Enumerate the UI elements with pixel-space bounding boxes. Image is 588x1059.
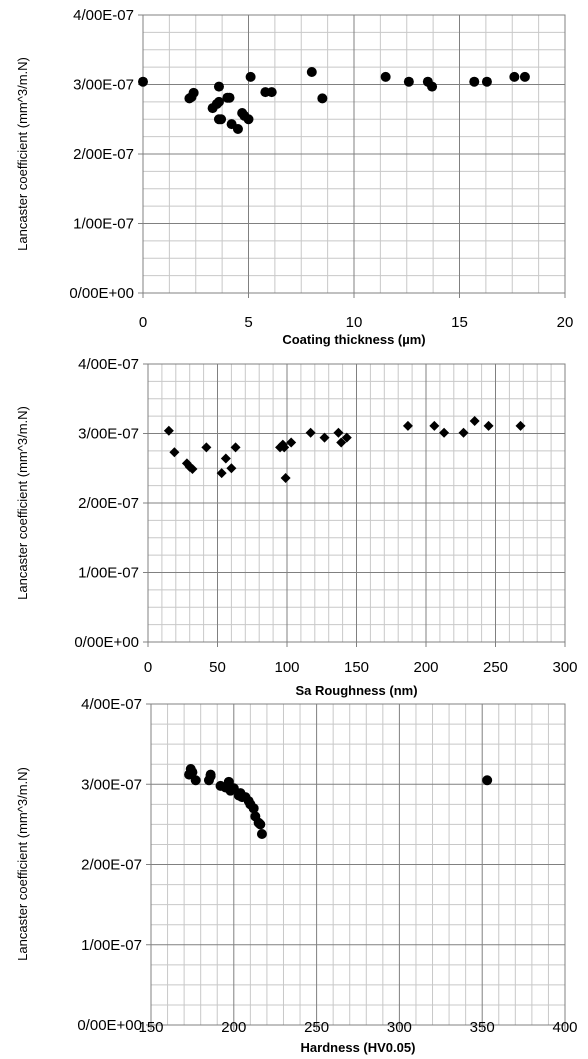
data-point: [213, 81, 224, 92]
y-tick-label: 3/00E-07: [73, 77, 134, 94]
y-tick-label: 3/00E-07: [81, 776, 142, 793]
y-tick-label: 3/00E-07: [78, 426, 139, 443]
data-point: [439, 427, 450, 438]
chart-1: 0 5 10 15 20 0/00E+00 1/00E-07 2/00E-07 3/00E-07…: [15, 7, 573, 347]
data-point: [220, 453, 231, 464]
data-point: [256, 829, 267, 840]
data-point: [169, 447, 180, 458]
data-point: [201, 442, 212, 453]
data-point: [515, 420, 526, 431]
data-point: [163, 425, 174, 436]
data-point: [509, 71, 520, 82]
data-point: [280, 472, 291, 483]
data-point: [317, 93, 328, 104]
data-point: [341, 432, 352, 443]
y-tick-label: 4/00E-07: [81, 696, 142, 713]
data-point: [216, 114, 227, 125]
data-point: [469, 76, 480, 87]
x-tick-label: 20: [557, 314, 574, 331]
y-tick-label: 4/00E-07: [78, 356, 139, 373]
y-tick-label: 2/00E-07: [78, 495, 139, 512]
x-tick-label: 0: [139, 314, 147, 331]
y-axis-title: Lancaster coefficient (mm^3/m.N): [15, 406, 30, 600]
y-tick-label: 2/00E-07: [81, 857, 142, 874]
data-point: [187, 463, 198, 474]
data-point: [188, 87, 199, 98]
y-tick-label: 1/00E-07: [73, 216, 134, 233]
data-point: [205, 771, 216, 782]
data-point: [226, 463, 237, 474]
data-point: [245, 71, 256, 82]
data-point: [138, 76, 148, 87]
y-tick-label: 0/00E+00: [77, 1017, 142, 1034]
x-tick-label: 250: [304, 1019, 329, 1036]
data-point: [482, 775, 493, 786]
data-point: [190, 775, 201, 786]
x-tick-label: 400: [552, 1019, 577, 1036]
x-axis-title: Hardness (HV0.05): [301, 1040, 416, 1055]
x-axis-title: Sa Roughness (nm): [295, 683, 417, 698]
x-tick-label: 100: [274, 659, 299, 676]
chart-2: 0 50 100 150 200 250 300 0/00E+00 1/00E-07 2/00E-…: [15, 356, 578, 698]
data-point: [458, 427, 469, 438]
data-point: [427, 81, 438, 92]
y-tick-label: 0/00E+00: [69, 285, 134, 302]
y-tick-label: 2/00E-07: [73, 146, 134, 163]
y-tick-label: 1/00E-07: [81, 937, 142, 954]
data-point: [336, 437, 347, 448]
data-point: [279, 442, 290, 453]
data-point: [213, 96, 224, 107]
data-point: [187, 767, 198, 778]
data-point: [266, 87, 277, 98]
data-point: [429, 420, 440, 431]
x-tick-label: 5: [244, 314, 252, 331]
data-point: [255, 819, 266, 830]
data-point: [305, 427, 316, 438]
x-tick-label: 200: [413, 659, 438, 676]
y-axis-title: Lancaster coefficient (mm^3/m.N): [15, 767, 30, 961]
data-point: [306, 66, 317, 77]
y-axis-title: Lancaster coefficient (mm^3/m.N): [15, 57, 30, 251]
data-point: [286, 437, 297, 448]
data-point: [483, 420, 494, 431]
chart-3: 150 200 250 300 350 400 0/00E+00 1/00E-07 2/00E-…: [15, 696, 578, 1055]
x-tick-label: 15: [451, 314, 468, 331]
data-point: [243, 114, 254, 125]
x-tick-label: 150: [138, 1019, 163, 1036]
y-tick-label: 0/00E+00: [74, 634, 139, 651]
data-point: [216, 468, 227, 479]
data-point: [224, 92, 235, 103]
x-tick-label: 350: [470, 1019, 495, 1036]
data-point: [333, 427, 344, 438]
data-point: [232, 123, 243, 134]
x-tick-label: 0: [144, 659, 152, 676]
x-tick-label: 250: [483, 659, 508, 676]
x-tick-label: 150: [344, 659, 369, 676]
data-point: [519, 71, 530, 82]
y-tick-label: 1/00E-07: [78, 565, 139, 582]
x-tick-label: 300: [552, 659, 577, 676]
data-point: [403, 76, 414, 87]
data-point: [319, 432, 330, 443]
y-tick-label: 4/00E-07: [73, 7, 134, 24]
data-point: [481, 76, 492, 87]
data-point: [469, 415, 480, 426]
x-tick-label: 200: [221, 1019, 246, 1036]
x-tick-label: 50: [209, 659, 226, 676]
x-tick-label: 10: [346, 314, 363, 331]
x-tick-label: 300: [387, 1019, 412, 1036]
data-point: [248, 803, 259, 814]
data-point: [402, 420, 413, 431]
x-axis-title: Coating thickness (µm): [282, 332, 425, 347]
data-point: [230, 442, 241, 453]
data-point: [380, 71, 391, 82]
